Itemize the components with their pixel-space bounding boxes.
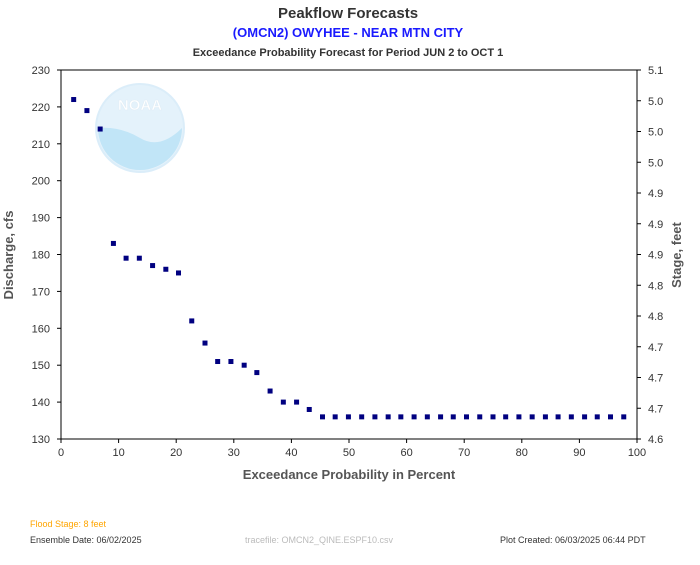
tracefile-text: tracefile: OMCN2_QINE.ESPF10.csv xyxy=(245,535,394,545)
y2-tick-label: 4.9 xyxy=(648,250,663,262)
y-tick-label: 170 xyxy=(32,286,50,298)
x-tick-label: 100 xyxy=(628,447,646,459)
y2-axis-ticks: 4.6 4.7 4.7 4.7 4.8 4.8 4.9 4.9 4.9 5.0 5.0 5.0 5.1 xyxy=(637,65,663,446)
data-point xyxy=(228,359,234,365)
x-tick-label: 10 xyxy=(112,447,124,459)
x-tick-label: 30 xyxy=(228,447,240,459)
flood-stage-text: Flood Stage: 8 feet xyxy=(30,519,107,529)
data-point xyxy=(294,399,300,405)
data-point xyxy=(280,399,286,405)
y-tick-label: 130 xyxy=(32,434,50,446)
data-point xyxy=(306,406,312,412)
y2-tick-label: 4.7 xyxy=(648,373,663,385)
data-point xyxy=(582,414,588,420)
y-tick-label: 160 xyxy=(32,323,50,335)
data-point xyxy=(621,414,627,420)
data-point xyxy=(320,414,326,420)
data-point xyxy=(215,359,221,365)
ensemble-date-text: Ensemble Date: 06/02/2025 xyxy=(30,535,142,545)
x-tick-label: 90 xyxy=(573,447,585,459)
y-tick-label: 140 xyxy=(32,397,50,409)
y2-tick-label: 5.0 xyxy=(648,96,663,108)
data-point xyxy=(450,414,456,420)
data-point xyxy=(555,414,561,420)
y-tick-label: 220 xyxy=(32,102,50,114)
data-point xyxy=(503,414,509,420)
y2-tick-label: 4.9 xyxy=(648,219,663,231)
data-point xyxy=(424,414,430,420)
data-point xyxy=(438,414,444,420)
data-point xyxy=(202,340,208,346)
data-point xyxy=(71,97,77,103)
y-tick-label: 230 xyxy=(32,65,50,77)
data-point xyxy=(110,240,116,246)
data-point xyxy=(594,414,600,420)
data-point xyxy=(97,126,103,132)
data-point xyxy=(123,255,129,261)
y2-tick-label: 5.1 xyxy=(648,65,663,77)
y2-tick-label: 5.0 xyxy=(648,157,663,169)
x-tick-label: 80 xyxy=(516,447,528,459)
x-axis-ticks: 0 10 20 30 40 50 60 70 80 90 100 xyxy=(58,439,646,459)
x-axis-label: Exceedance Probability in Percent xyxy=(243,467,456,482)
data-point xyxy=(490,414,496,420)
data-point xyxy=(372,414,378,420)
data-point xyxy=(345,414,351,420)
data-point xyxy=(332,414,338,420)
y2-tick-label: 5.0 xyxy=(648,127,663,139)
noaa-logo-text: NOAA xyxy=(118,97,162,114)
noaa-logo-watermark: NOAA xyxy=(95,83,185,173)
y2-tick-label: 4.7 xyxy=(648,342,663,354)
y-tick-label: 150 xyxy=(32,360,50,372)
x-tick-label: 20 xyxy=(170,447,182,459)
y-tick-label: 180 xyxy=(32,250,50,262)
x-tick-label: 60 xyxy=(400,447,412,459)
x-tick-label: 0 xyxy=(58,447,64,459)
y2-tick-label: 4.9 xyxy=(648,188,663,200)
data-point xyxy=(163,266,169,272)
data-point xyxy=(359,414,365,420)
data-point xyxy=(189,318,195,324)
data-point xyxy=(150,263,156,269)
y-axis-label: Discharge, cfs xyxy=(1,211,16,300)
y2-tick-label: 4.8 xyxy=(648,311,663,323)
data-points xyxy=(71,97,627,420)
data-point xyxy=(267,388,273,394)
data-point xyxy=(398,414,404,420)
data-point xyxy=(529,414,535,420)
data-point xyxy=(241,362,247,368)
plot-created-text: Plot Created: 06/03/2025 06:44 PDT xyxy=(500,535,646,545)
data-point xyxy=(516,414,522,420)
x-tick-label: 40 xyxy=(285,447,297,459)
data-point xyxy=(254,370,260,376)
data-point xyxy=(176,270,182,276)
y-tick-label: 190 xyxy=(32,213,50,225)
data-point xyxy=(385,414,391,420)
y-axis-ticks: 130 140 150 160 170 180 190 200 210 220 230 xyxy=(32,65,61,446)
data-point xyxy=(464,414,470,420)
data-point xyxy=(608,414,614,420)
data-point xyxy=(542,414,548,420)
y-tick-label: 210 xyxy=(32,139,50,151)
y2-axis-label: Stage, feet xyxy=(669,221,684,287)
data-point xyxy=(84,108,90,114)
y-tick-label: 200 xyxy=(32,176,50,188)
data-point xyxy=(568,414,574,420)
y2-tick-label: 4.8 xyxy=(648,280,663,292)
x-tick-label: 70 xyxy=(458,447,470,459)
y2-tick-label: 4.7 xyxy=(648,403,663,415)
data-point xyxy=(477,414,483,420)
data-point xyxy=(136,255,142,261)
x-tick-label: 50 xyxy=(343,447,355,459)
y2-tick-label: 4.6 xyxy=(648,434,663,446)
data-point xyxy=(411,414,417,420)
chart-title: Peakflow Forecasts xyxy=(278,5,418,22)
chart-subtitle: (OMCN2) OWYHEE - NEAR MTN CITY xyxy=(233,25,464,40)
chart-description: Exceedance Probability Forecast for Peri… xyxy=(193,47,504,59)
